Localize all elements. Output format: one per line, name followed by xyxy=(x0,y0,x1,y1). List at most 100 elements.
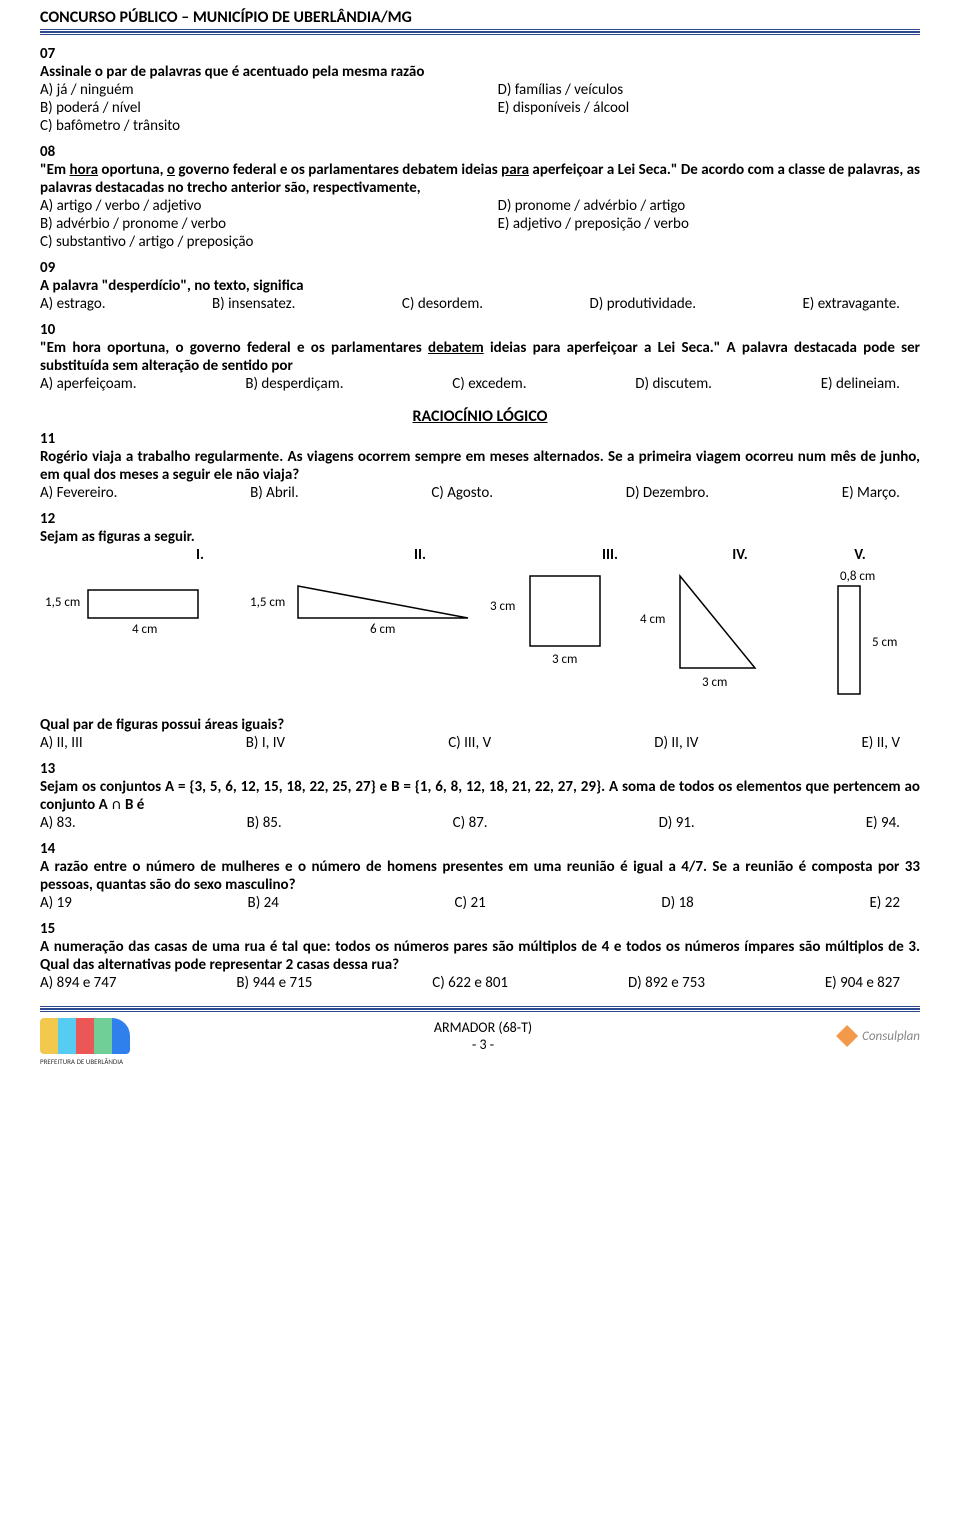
question-11: 11 Rogério viaja a trabalho regularmente… xyxy=(40,430,920,502)
fig4-bottom-label: 3 cm xyxy=(702,675,727,690)
q09-opt-e: E) extravagante. xyxy=(802,295,900,313)
q14-num: 14 xyxy=(40,840,920,858)
q07-opt-a: A) já / ninguém xyxy=(40,81,498,99)
q13-opt-d: D) 91. xyxy=(659,814,695,832)
label-IV: IV. xyxy=(710,546,770,564)
q07-opt-c: C) bafômetro / trânsito xyxy=(40,117,498,135)
q13-stem: Sejam os conjuntos A = {3, 5, 6, 12, 15,… xyxy=(40,778,920,814)
page-footer: ARMADOR (68-T) - 3 - Consulplan xyxy=(40,1018,920,1054)
q15-opt-b: B) 944 e 715 xyxy=(236,974,312,992)
q12-opt-d: D) II, IV xyxy=(654,734,698,752)
q11-opt-a: A) Fevereiro. xyxy=(40,484,117,502)
q10-opt-e: E) delineiam. xyxy=(821,375,900,393)
q09-num: 09 xyxy=(40,259,920,277)
q08-opt-c: C) substantivo / artigo / preposição xyxy=(40,233,498,251)
consulplan-logo-icon xyxy=(836,1025,858,1047)
q15-opt-d: D) 892 e 753 xyxy=(628,974,705,992)
q14-stem: A razão entre o número de mulheres e o n… xyxy=(40,858,920,894)
q15-opt-c: C) 622 e 801 xyxy=(432,974,508,992)
q12-opt-a: A) II, III xyxy=(40,734,83,752)
page-header-title: CONCURSO PÚBLICO – MUNICÍPIO DE UBERLÂND… xyxy=(40,0,920,29)
q12-sub: Qual par de figuras possui áreas iguais? xyxy=(40,716,920,734)
q10-opt-d: D) discutem. xyxy=(635,375,712,393)
q08-opt-a: A) artigo / verbo / adjetivo xyxy=(40,197,498,215)
question-09: 09 A palavra "desperdício", no texto, si… xyxy=(40,259,920,313)
figure-III: 3 cm 3 cm xyxy=(490,568,630,668)
q10-stem: "Em hora oportuna, o governo federal e o… xyxy=(40,339,920,375)
q13-num: 13 xyxy=(40,760,920,778)
q08-num: 08 xyxy=(40,143,920,161)
q07-opt-d: D) famílias / veículos xyxy=(498,81,920,99)
question-10: 10 "Em hora oportuna, o governo federal … xyxy=(40,321,920,393)
q08-opt-b: B) advérbio / pronome / verbo xyxy=(40,215,498,233)
question-07: 07 Assinale o par de palavras que é acen… xyxy=(40,45,920,135)
label-III: III. xyxy=(580,546,640,564)
section-title: RACIOCÍNIO LÓGICO xyxy=(40,407,920,426)
figure-I: 1,5 cm 4 cm xyxy=(40,568,240,638)
q12-opt-b: B) I, IV xyxy=(246,734,285,752)
question-14: 14 A razão entre o número de mulheres e … xyxy=(40,840,920,912)
q10-opt-c: C) excedem. xyxy=(452,375,526,393)
fig3-bottom-label: 3 cm xyxy=(552,652,577,667)
q14-opt-c: C) 21 xyxy=(455,894,486,912)
q11-opt-d: D) Dezembro. xyxy=(626,484,709,502)
fig2-left-label: 1,5 cm xyxy=(250,595,285,610)
q09-stem: A palavra "desperdício", no texto, signi… xyxy=(40,277,920,295)
label-V: V. xyxy=(830,546,890,564)
fig3-left-label: 3 cm xyxy=(490,599,515,614)
q14-opt-b: B) 24 xyxy=(248,894,279,912)
footer-role: ARMADOR (68-T) xyxy=(130,1019,836,1036)
q12-num: 12 xyxy=(40,510,920,528)
q12-stem: Sejam as figuras a seguir. xyxy=(40,528,920,546)
q08-stem: "Em hora oportuna, o governo federal e o… xyxy=(40,161,920,197)
fig4-left-label: 4 cm xyxy=(640,612,665,627)
figure-roman-labels: I. II. III. IV. V. xyxy=(40,546,920,564)
prefecture-logo-icon xyxy=(40,1018,130,1054)
q13-opt-e: E) 94. xyxy=(866,814,900,832)
q11-opt-c: C) Agosto. xyxy=(431,484,493,502)
q07-num: 07 xyxy=(40,45,920,63)
footer-page: - 3 - xyxy=(130,1036,836,1053)
q10-num: 10 xyxy=(40,321,920,339)
q14-opt-d: D) 18 xyxy=(661,894,693,912)
q15-opt-a: A) 894 e 747 xyxy=(40,974,116,992)
q11-opt-b: B) Abril. xyxy=(250,484,299,502)
q13-opt-c: C) 87. xyxy=(453,814,488,832)
q09-opt-d: D) produtividade. xyxy=(590,295,696,313)
q12-opt-c: C) III, V xyxy=(448,734,491,752)
q15-stem: A numeração das casas de uma rua é tal q… xyxy=(40,938,920,974)
q11-num: 11 xyxy=(40,430,920,448)
figure-V: 0,8 cm 5 cm xyxy=(800,568,920,708)
consulplan-brand-text: Consulplan xyxy=(862,1029,920,1044)
figures-row: 1,5 cm 4 cm 1,5 cm 6 cm 3 cm 3 cm 4 cm xyxy=(40,568,920,708)
q09-opt-c: C) desordem. xyxy=(402,295,483,313)
fig5-top-label: 0,8 cm xyxy=(840,569,875,584)
fig1-bottom-label: 4 cm xyxy=(132,622,157,637)
q15-num: 15 xyxy=(40,920,920,938)
question-15: 15 A numeração das casas de uma rua é ta… xyxy=(40,920,920,992)
footer-rule xyxy=(40,1006,920,1012)
q11-stem: Rogério viaja a trabalho regularmente. A… xyxy=(40,448,920,484)
q08-opt-e: E) adjetivo / preposição / verbo xyxy=(498,215,920,233)
q12-opt-e: E) II, V xyxy=(861,734,899,752)
q11-opt-e: E) Março. xyxy=(842,484,900,502)
figure-II: 1,5 cm 6 cm xyxy=(250,568,480,638)
q07-opt-e: E) disponíveis / álcool xyxy=(498,99,920,117)
q07-opt-b: B) poderá / nível xyxy=(40,99,498,117)
consulplan-logo: Consulplan xyxy=(836,1025,920,1047)
q14-opt-a: A) 19 xyxy=(40,894,72,912)
label-II: II. xyxy=(380,546,460,564)
q15-opt-e: E) 904 e 827 xyxy=(825,974,900,992)
figure-IV: 4 cm 3 cm xyxy=(640,568,790,698)
q13-opt-b: B) 85. xyxy=(247,814,282,832)
fig1-left-label: 1,5 cm xyxy=(45,595,80,610)
question-13: 13 Sejam os conjuntos A = {3, 5, 6, 12, … xyxy=(40,760,920,832)
q10-opt-a: A) aperfeiçoam. xyxy=(40,375,137,393)
q07-stem: Assinale o par de palavras que é acentua… xyxy=(40,63,920,81)
question-12: 12 Sejam as figuras a seguir. I. II. III… xyxy=(40,510,920,752)
q14-opt-e: E) 22 xyxy=(869,894,899,912)
q09-opt-b: B) insensatez. xyxy=(212,295,295,313)
q08-opt-d: D) pronome / advérbio / artigo xyxy=(498,197,920,215)
question-08: 08 "Em hora oportuna, o governo federal … xyxy=(40,143,920,251)
header-rule xyxy=(40,29,920,35)
